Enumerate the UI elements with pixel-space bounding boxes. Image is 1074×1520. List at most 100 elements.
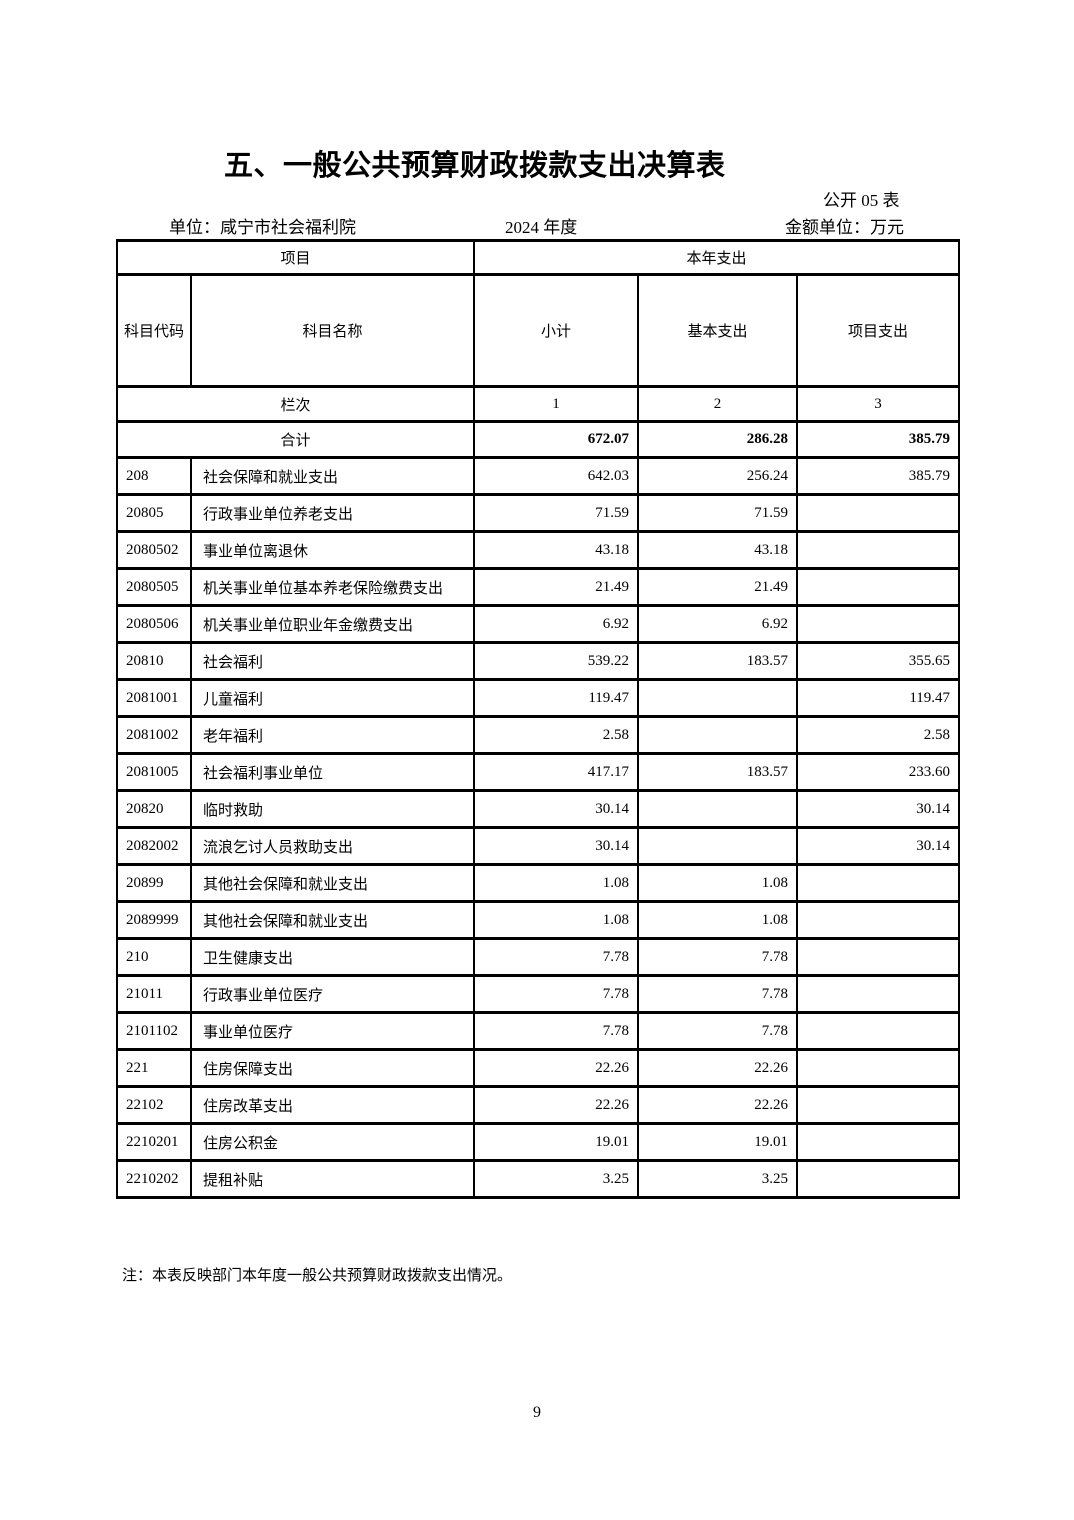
project-expense-cell [796, 900, 961, 940]
amount-unit-label: 金额单位：万元 [785, 218, 904, 237]
subtotal-cell: 43.18 [473, 530, 640, 570]
subject-name-cell: 住房公积金 [189, 1122, 476, 1162]
subject-name-cell: 事业单位离退休 [189, 530, 476, 570]
basic-expense-cell [637, 826, 799, 866]
subject-code-cell: 2081002 [116, 715, 192, 755]
subject-code-cell: 20899 [116, 863, 192, 903]
subject-name-cell: 行政事业单位医疗 [189, 974, 476, 1014]
basic-expense-cell: 71.59 [637, 493, 799, 533]
header-subtotal: 小计 [473, 273, 640, 388]
basic-expense-cell: 7.78 [637, 974, 799, 1014]
page-title: 五、一般公共预算财政拨款支出决算表 [224, 150, 726, 182]
basic-expense-cell: 183.57 [637, 641, 799, 681]
subject-name-cell: 流浪乞讨人员救助支出 [189, 826, 476, 866]
subtotal-cell: 3.25 [473, 1159, 640, 1199]
header-project-expense: 项目支出 [796, 273, 961, 388]
subtotal-cell: 71.59 [473, 493, 640, 533]
project-expense-cell [796, 1085, 961, 1125]
table-number-label: 公开 05 表 [823, 191, 900, 210]
subtotal-cell: 7.78 [473, 937, 640, 977]
budget-table: 项目 本年支出 科目代码 科目名称 小计 基本支出 项目支出 栏次 1 2 3 … [115, 239, 961, 1199]
subtotal-cell: 7.78 [473, 974, 640, 1014]
subject-code-cell: 2082002 [116, 826, 192, 866]
table-row: 2210201 住房公积金 19.01 19.01 [116, 1122, 961, 1162]
column-index-label: 栏次 [115, 385, 476, 423]
subtotal-cell: 642.03 [473, 456, 640, 496]
subject-code-cell: 221 [116, 1048, 192, 1088]
subject-code-cell: 2210201 [116, 1122, 192, 1162]
project-expense-cell [796, 863, 961, 903]
subtotal-cell: 30.14 [473, 826, 640, 866]
table-row: 2210202 提租补贴 3.25 3.25 [116, 1159, 961, 1199]
table-row: 208 社会保障和就业支出 642.03 256.24 385.79 [116, 456, 961, 496]
subject-name-cell: 事业单位医疗 [189, 1011, 476, 1051]
table-row: 2081002 老年福利 2.58 2.58 [116, 715, 961, 755]
table-row: 22102 住房改革支出 22.26 22.26 [116, 1085, 961, 1125]
subject-code-cell: 2080506 [116, 604, 192, 644]
header-current-year-expense-group: 本年支出 [473, 239, 961, 276]
subject-name-cell: 其他社会保障和就业支出 [189, 900, 476, 940]
project-expense-cell [796, 1159, 961, 1199]
subtotal-cell: 2.58 [473, 715, 640, 755]
project-expense-cell: 30.14 [796, 826, 961, 866]
header-subject-code: 科目代码 [116, 273, 192, 388]
header-project-group: 项目 [115, 239, 476, 276]
subject-name-cell: 其他社会保障和就业支出 [189, 863, 476, 903]
table-row: 2081005 社会福利事业单位 417.17 183.57 233.60 [116, 752, 961, 792]
subject-name-cell: 机关事业单位基本养老保险缴费支出 [189, 567, 476, 607]
header-group-row: 项目 本年支出 [115, 239, 961, 276]
basic-expense-cell [637, 789, 799, 829]
subtotal-cell: 1.08 [473, 863, 640, 903]
unit-label: 单位：咸宁市社会福利院 [169, 218, 356, 237]
table-row: 210 卫生健康支出 7.78 7.78 [116, 937, 961, 977]
project-expense-cell [796, 1122, 961, 1162]
project-expense-cell [796, 937, 961, 977]
total-basic-expense: 286.28 [637, 420, 799, 459]
subject-code-cell: 2210202 [116, 1159, 192, 1199]
project-expense-cell [796, 1011, 961, 1051]
meta-line: 单位：咸宁市社会福利院 2024 年度 金额单位：万元 [0, 213, 1074, 237]
basic-expense-cell: 256.24 [637, 456, 799, 496]
table-row: 2101102 事业单位医疗 7.78 7.78 [116, 1011, 961, 1051]
header-subject-name: 科目名称 [189, 273, 476, 388]
table-row: 221 住房保障支出 22.26 22.26 [116, 1048, 961, 1088]
subject-name-cell: 行政事业单位养老支出 [189, 493, 476, 533]
basic-expense-cell: 1.08 [637, 863, 799, 903]
table-row: 20805 行政事业单位养老支出 71.59 71.59 [116, 493, 961, 533]
project-expense-cell: 2.58 [796, 715, 961, 755]
basic-expense-cell: 22.26 [637, 1048, 799, 1088]
basic-expense-cell: 183.57 [637, 752, 799, 792]
subtotal-cell: 1.08 [473, 900, 640, 940]
project-expense-cell: 119.47 [796, 678, 961, 718]
project-expense-cell: 355.65 [796, 641, 961, 681]
subtotal-cell: 22.26 [473, 1048, 640, 1088]
table-body: 项目 本年支出 科目代码 科目名称 小计 基本支出 项目支出 栏次 1 2 3 … [115, 239, 961, 1199]
page-number: 9 [533, 1404, 541, 1421]
subtotal-cell: 30.14 [473, 789, 640, 829]
column-index-row: 栏次 1 2 3 [115, 385, 961, 423]
basic-expense-cell [637, 715, 799, 755]
table-row: 20899 其他社会保障和就业支出 1.08 1.08 [116, 863, 961, 903]
subject-code-cell: 20805 [116, 493, 192, 533]
subtotal-cell: 119.47 [473, 678, 640, 718]
basic-expense-cell: 7.78 [637, 937, 799, 977]
subtotal-cell: 22.26 [473, 1085, 640, 1125]
project-expense-cell [796, 974, 961, 1014]
subject-name-cell: 临时救助 [189, 789, 476, 829]
subject-name-cell: 提租补贴 [189, 1159, 476, 1199]
table-row: 2081001 儿童福利 119.47 119.47 [116, 678, 961, 718]
table-row: 2082002 流浪乞讨人员救助支出 30.14 30.14 [116, 826, 961, 866]
basic-expense-cell: 1.08 [637, 900, 799, 940]
subject-name-cell: 社会福利 [189, 641, 476, 681]
table-row: 21011 行政事业单位医疗 7.78 7.78 [116, 974, 961, 1014]
project-expense-cell: 233.60 [796, 752, 961, 792]
project-expense-cell [796, 530, 961, 570]
project-expense-cell [796, 604, 961, 644]
subject-code-cell: 22102 [116, 1085, 192, 1125]
subject-code-cell: 2081001 [116, 678, 192, 718]
project-expense-cell [796, 493, 961, 533]
subtotal-cell: 6.92 [473, 604, 640, 644]
subject-name-cell: 卫生健康支出 [189, 937, 476, 977]
subtotal-cell: 7.78 [473, 1011, 640, 1051]
subject-name-cell: 老年福利 [189, 715, 476, 755]
